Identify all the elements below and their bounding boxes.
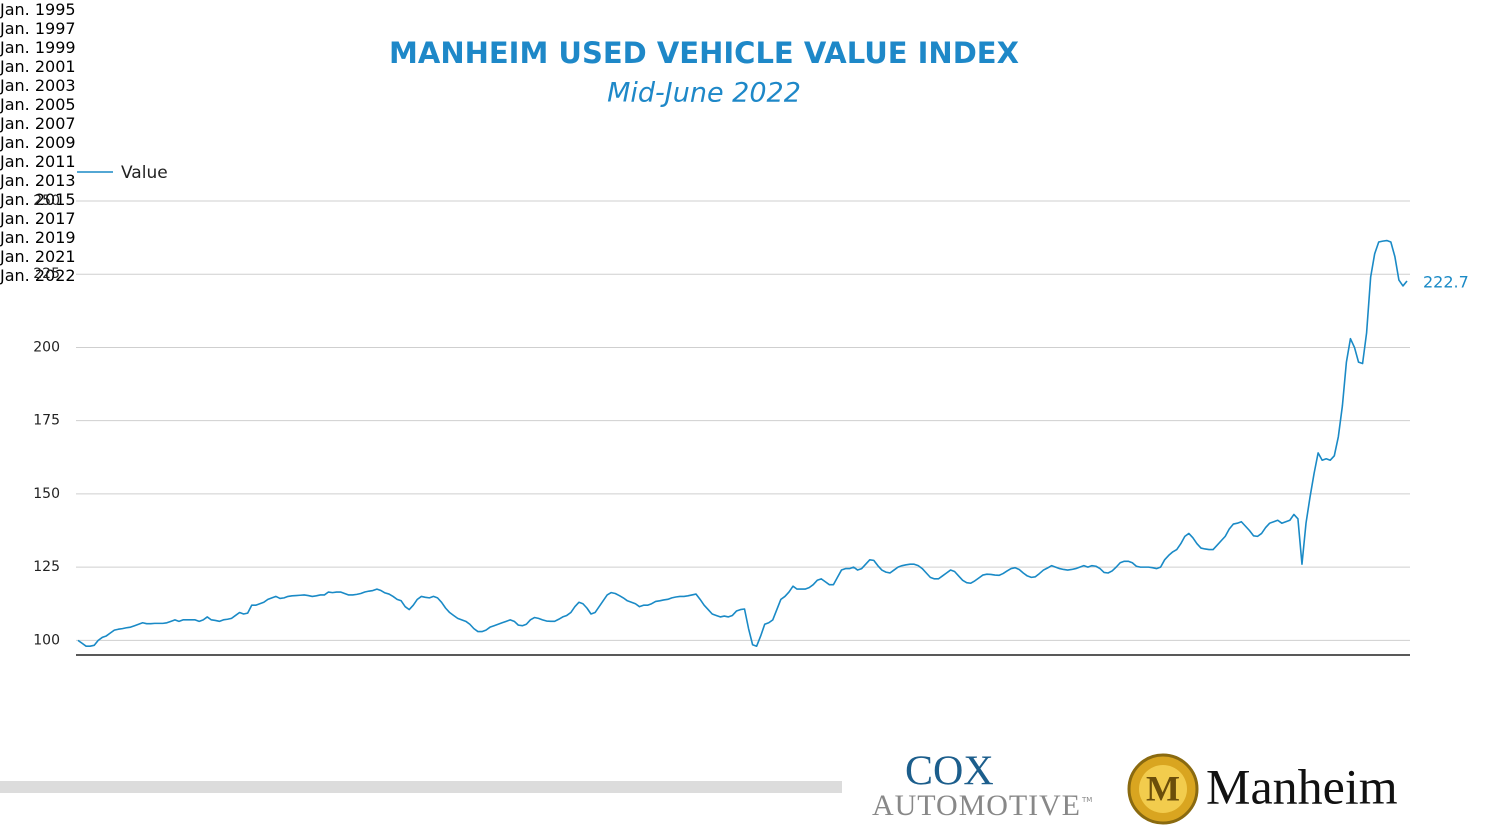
x-tick-label: Jan. 1999 xyxy=(0,38,76,57)
manheim-emblem-inner xyxy=(1139,765,1187,813)
y-tick-label: 150 xyxy=(33,486,60,502)
y-tick-label: 250 xyxy=(33,193,60,209)
x-tick-label: Jan. 2021 xyxy=(0,247,76,266)
chart-title: MANHEIM USED VEHICLE VALUE INDEX xyxy=(389,36,1019,70)
manheim-logo: Manheim xyxy=(1206,758,1398,814)
cox-logo: COX xyxy=(905,749,994,795)
trademark: TM xyxy=(1081,796,1092,804)
x-tick-label: Jan. 2019 xyxy=(0,228,76,247)
end-value-label: 222.7 xyxy=(1423,272,1469,291)
y-tick-label: 200 xyxy=(33,339,60,355)
x-tick-label: Jan. 2017 xyxy=(0,209,76,228)
x-tick-label: Jan. 2013 xyxy=(0,171,76,190)
y-tick-label: 100 xyxy=(33,632,60,648)
footer-bar xyxy=(0,781,842,793)
series-line xyxy=(77,239,1408,648)
x-tick-label: Jan. 2001 xyxy=(0,57,76,76)
automotive-logo: AUTOMOTIVE xyxy=(872,789,1080,822)
x-tick-label: Jan. 1997 xyxy=(0,19,76,38)
y-tick-label: 175 xyxy=(33,413,60,429)
x-tick-label: Jan. 2005 xyxy=(0,95,76,114)
manheim-emblem-letter: M xyxy=(1146,768,1180,808)
x-tick-label: Jan. 2003 xyxy=(0,76,76,95)
chart-subtitle: Mid-June 2022 xyxy=(607,78,801,109)
x-tick-label: Jan. 2009 xyxy=(0,133,76,152)
x-tick-label: Jan. 2007 xyxy=(0,114,76,133)
x-tick-label: Jan. 1995 xyxy=(0,0,76,19)
y-tick-label: 225 xyxy=(33,266,60,282)
legend-label: Value xyxy=(121,163,168,183)
y-tick-label: 125 xyxy=(33,559,60,575)
x-tick-label: Jan. 2011 xyxy=(0,152,76,171)
x-tick-label: Jan. 2015 xyxy=(0,190,76,209)
x-tick-label: Jan. 2022 xyxy=(0,266,76,285)
